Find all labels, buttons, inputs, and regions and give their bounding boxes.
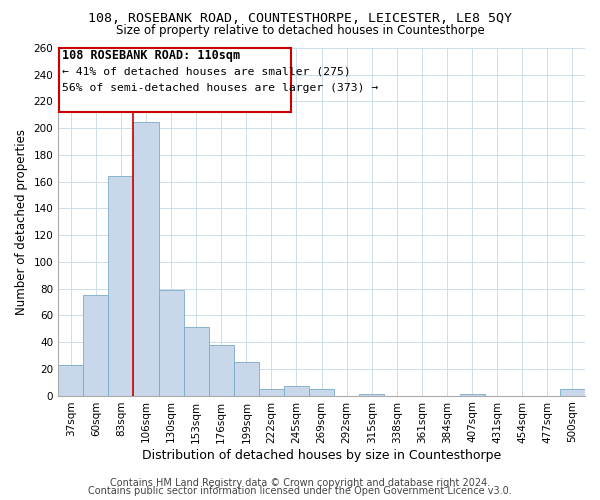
Bar (58, 365, 83, 396)
Bar (109, 176, 133, 396)
Y-axis label: Number of detached properties: Number of detached properties (15, 129, 28, 315)
Bar (59, 48, 292, 112)
Bar (158, 290, 184, 396)
Text: ← 41% of detached houses are smaller (275): ← 41% of detached houses are smaller (27… (62, 66, 351, 76)
Text: Contains HM Land Registry data © Crown copyright and database right 2024.: Contains HM Land Registry data © Crown c… (110, 478, 490, 488)
Bar (133, 122, 158, 396)
Bar (234, 362, 259, 396)
Bar (309, 389, 334, 396)
Bar (359, 394, 385, 396)
Text: Size of property relative to detached houses in Countesthorpe: Size of property relative to detached ho… (116, 24, 484, 37)
Bar (259, 389, 284, 396)
Text: 108 ROSEBANK ROAD: 110sqm: 108 ROSEBANK ROAD: 110sqm (62, 50, 241, 62)
Bar (184, 328, 209, 396)
Bar (560, 389, 585, 396)
Text: 56% of semi-detached houses are larger (373) →: 56% of semi-detached houses are larger (… (62, 83, 379, 93)
Text: Contains public sector information licensed under the Open Government Licence v3: Contains public sector information licen… (88, 486, 512, 496)
Bar (83, 296, 109, 396)
X-axis label: Distribution of detached houses by size in Countesthorpe: Distribution of detached houses by size … (142, 450, 501, 462)
Bar (284, 386, 309, 396)
Bar (209, 345, 234, 396)
Bar (460, 394, 485, 396)
Text: 108, ROSEBANK ROAD, COUNTESTHORPE, LEICESTER, LE8 5QY: 108, ROSEBANK ROAD, COUNTESTHORPE, LEICE… (88, 12, 512, 26)
